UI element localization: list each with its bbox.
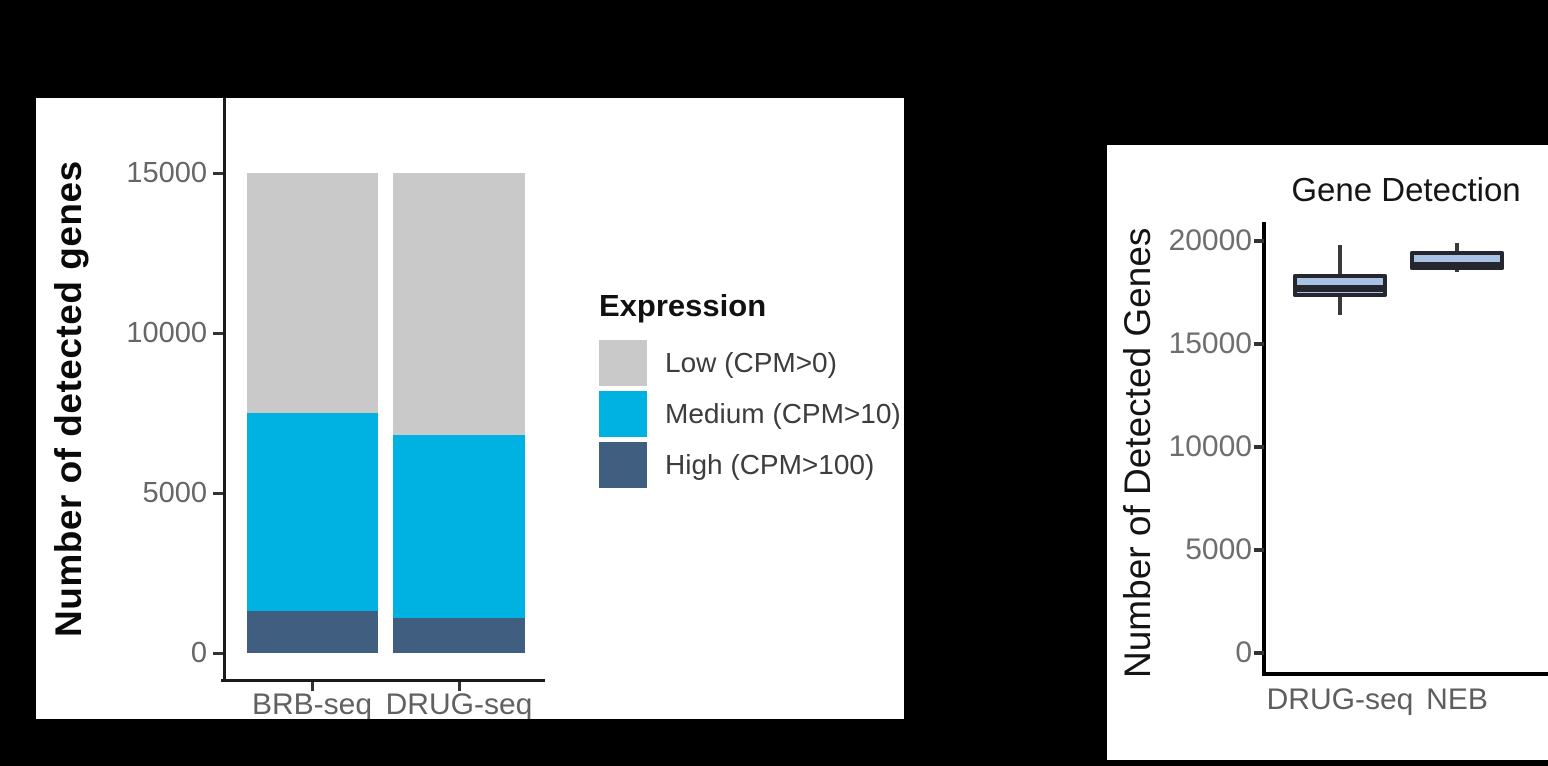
legend-swatch [599,442,647,488]
y-axis-label: Number of detected genes [48,160,89,637]
y-tick-mark [213,651,223,655]
y-tick-mark [1254,342,1264,346]
stacked-bar-panel: Number of detected genes 0 5000 10000 15000… [36,98,904,719]
y-tick-label: 20000 [1168,224,1252,257]
bar-segment-low [393,173,525,436]
x-axis-line [1262,672,1548,676]
y-tick-label: 10000 [1168,430,1252,463]
boxplot-panel: Gene Detection Number of Detected Genes … [1107,145,1548,760]
y-tick-label: 0 [1235,636,1252,669]
y-tick-label: 10000 [126,317,207,349]
x-tick-mark [310,682,314,691]
bar-segment-high [246,611,378,653]
x-category-label: NEB [1426,683,1488,716]
legend-entry: High (CPM>100) [599,442,904,488]
y-tick-label: 15000 [126,157,207,189]
chart-title: Gene Detection [1291,171,1521,208]
box-median [1410,262,1504,270]
legend-label: Low (CPM>0) [665,347,837,378]
y-tick-label: 5000 [142,477,207,509]
y-tick-mark [1254,445,1264,449]
y-axis-line [223,98,226,682]
y-tick-mark [1254,239,1264,243]
legend-swatch [599,391,647,437]
y-tick-mark [1254,548,1264,552]
legend-entry: Medium (CPM>10) [599,391,904,437]
bar-brb-seq [246,98,378,719]
legend-title: Expression [599,288,767,323]
x-axis-line [221,679,545,682]
legend: Expression Low (CPM>0) Medium (CPM>10) Hig… [599,288,904,493]
bar-segment-medium [246,413,378,612]
bar-drug-seq [393,98,525,719]
legend-label: High (CPM>100) [665,449,875,480]
y-tick-mark [213,491,223,495]
x-category-label: BRB-seq [251,688,373,719]
bar-segment-low [246,173,378,413]
legend-entries: Low (CPM>0) Medium (CPM>10) High (CPM>100) [599,340,904,488]
x-tick-mark [457,682,461,691]
bar-segment-medium [393,435,525,618]
legend-entry: Low (CPM>0) [599,340,904,386]
y-tick-label: 0 [190,637,207,669]
x-category-label: DRUG-seq [385,688,533,719]
legend-swatch [599,340,647,386]
y-axis-line [1262,222,1266,676]
y-tick-label: 15000 [1168,327,1252,360]
y-tick-mark [1254,651,1264,655]
x-category-label: DRUG-seq [1266,683,1414,716]
legend-label: Medium (CPM>10) [665,398,901,429]
y-tick-label: 5000 [1185,533,1252,566]
box-median [1293,284,1387,292]
bar-segment-high [393,617,525,653]
y-tick-mark [213,331,223,335]
y-tick-mark [213,171,223,175]
